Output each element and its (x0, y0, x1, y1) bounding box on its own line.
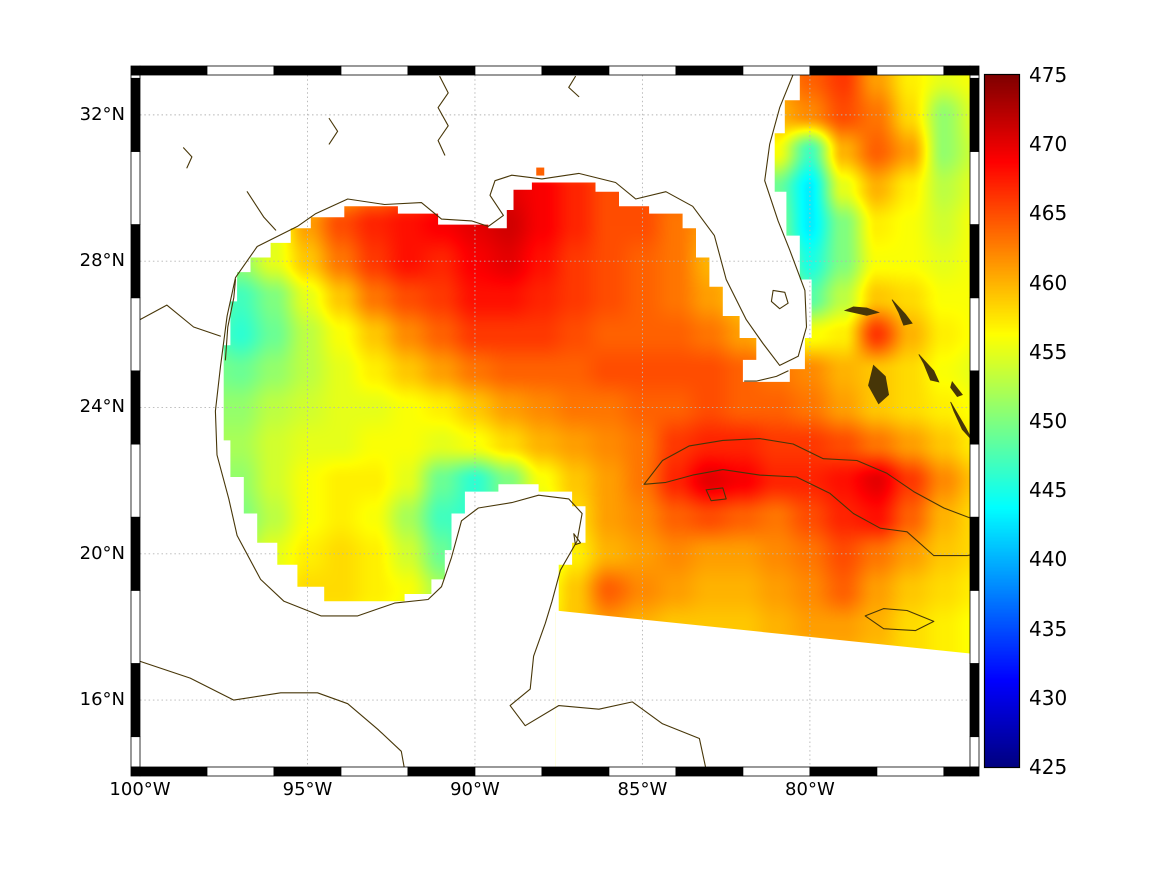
coastline-river-texas (246, 191, 277, 231)
y-tick-label: 16°N (79, 689, 125, 711)
colorbar-tick-label: 435 (1029, 616, 1068, 641)
y-tick-label: 24°N (79, 396, 125, 418)
coastline-mississippi-river (437, 75, 449, 156)
island-filled (891, 299, 913, 326)
coastline-river-alabama (568, 75, 580, 98)
coastline-mexico-pacific-coast (140, 660, 405, 767)
map-layer (140, 75, 970, 767)
y-tick-label: 32°N (79, 103, 125, 125)
map-frame (130, 65, 980, 777)
colorbar-tick-label: 455 (1029, 339, 1068, 364)
coastline-jamaica (864, 608, 935, 632)
coastline-florida-keys (744, 370, 789, 382)
colorbar-tick-label: 430 (1029, 685, 1068, 710)
x-tick-label: 90°W (450, 779, 500, 800)
colorbar-tick-label: 460 (1029, 270, 1068, 295)
colorbar-tick-label: 450 (1029, 409, 1068, 433)
x-tick-label: 80°W (785, 779, 835, 800)
coastline-rio-grande (140, 304, 221, 337)
x-tick-label: 85°W (617, 779, 668, 800)
data-artifact-cell (536, 167, 545, 176)
land-mask (140, 75, 812, 767)
nodata-mask (555, 610, 970, 767)
colorbar-tick-label: 470 (1029, 132, 1068, 157)
coastline-cuba-outline (643, 438, 970, 557)
colorbar-tick-label: 425 (1029, 755, 1068, 779)
island-filled (918, 354, 940, 383)
colorbar-tick-label: 440 (1029, 547, 1068, 572)
y-tick-label: 20°N (79, 542, 125, 564)
x-tick-label: 100°W (109, 779, 171, 800)
coastline-gulf-atlantic-coast (214, 75, 808, 767)
coastline-isla-juventud (705, 487, 727, 502)
colorbar-border (983, 73, 1021, 769)
island-filled (843, 306, 880, 316)
island-filled (868, 364, 890, 405)
coastline-river-colorado-tx (182, 147, 193, 169)
colorbar-tick-label: 445 (1029, 478, 1068, 503)
x-tick-label: 95°W (282, 779, 333, 800)
coastline-cozumel (573, 533, 582, 546)
colorbar-tick-label: 465 (1029, 201, 1068, 226)
coastline-river-sabine (328, 117, 339, 145)
colorbar-canvas (985, 75, 1019, 767)
island-filled (950, 401, 970, 439)
island-filled (950, 381, 963, 397)
coastline-texas-barrier-lagoon (224, 278, 237, 361)
y-tick-label: 28°N (79, 250, 125, 272)
coastline-lake-okeechobee (770, 289, 789, 310)
colorbar-tick-label: 475 (1029, 63, 1068, 87)
